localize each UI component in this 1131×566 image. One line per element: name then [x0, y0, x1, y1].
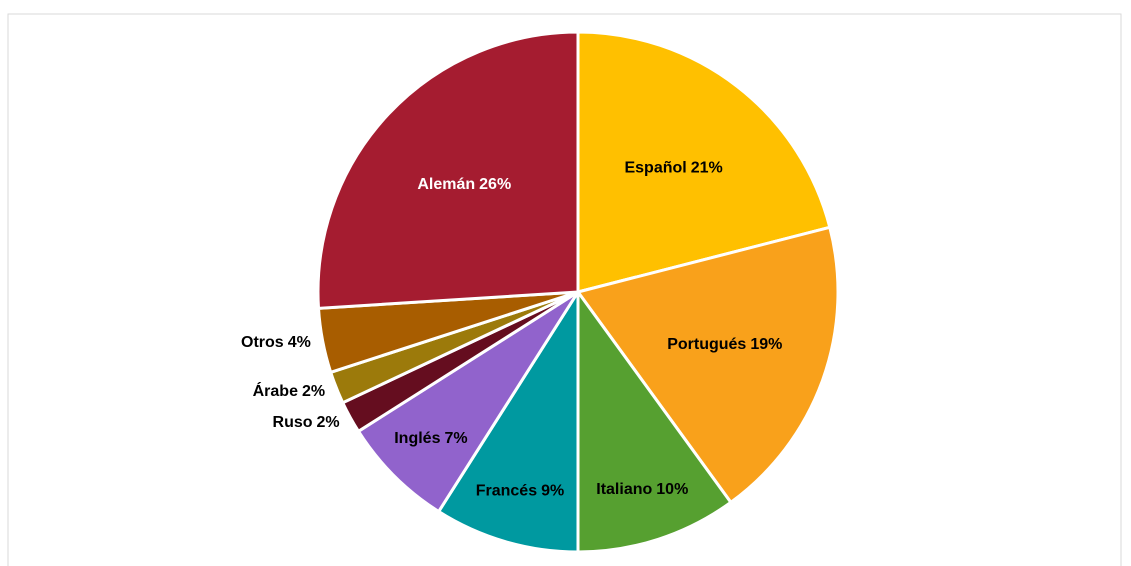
data-label: Otros 4% — [241, 334, 311, 351]
pie-slice — [436, 286, 580, 554]
category-label: Inglés — [394, 430, 440, 447]
value-label: 19% — [750, 336, 782, 353]
value-label: 7% — [444, 430, 467, 447]
data-label: Inglés 7% — [394, 430, 467, 447]
category-label: Italiano — [596, 481, 652, 498]
data-label: Árabe 2% — [253, 381, 325, 400]
frame — [7, 13, 1122, 566]
value-label: 21% — [691, 160, 723, 177]
category-label: Español — [624, 160, 686, 177]
pie-slice — [316, 30, 580, 310]
category-label: Ruso — [273, 414, 313, 431]
data-label: Ruso 2% — [273, 414, 340, 431]
data-label: Francés 9% — [476, 483, 565, 500]
value-label: 26% — [479, 176, 511, 193]
value-label: 10% — [656, 481, 688, 498]
data-label: Italiano 10% — [596, 481, 688, 498]
category-label: Otros — [241, 334, 284, 351]
value-label: 4% — [288, 334, 311, 351]
pie-slice — [576, 287, 733, 554]
value-label: 2% — [317, 414, 340, 431]
value-label: 2% — [302, 383, 325, 400]
value-label: 9% — [541, 483, 564, 500]
pie-slice — [576, 30, 832, 294]
category-label: Árabe — [253, 381, 298, 400]
data-label: Portugués 19% — [667, 336, 782, 353]
category-label: Francés — [476, 483, 537, 500]
data-label: Alemán 26% — [417, 176, 511, 193]
category-label: Portugués — [667, 336, 746, 353]
data-label: Español 21% — [624, 160, 722, 177]
pie-slice — [356, 290, 580, 514]
category-label: Alemán — [417, 176, 475, 193]
pie-slice — [575, 225, 840, 505]
